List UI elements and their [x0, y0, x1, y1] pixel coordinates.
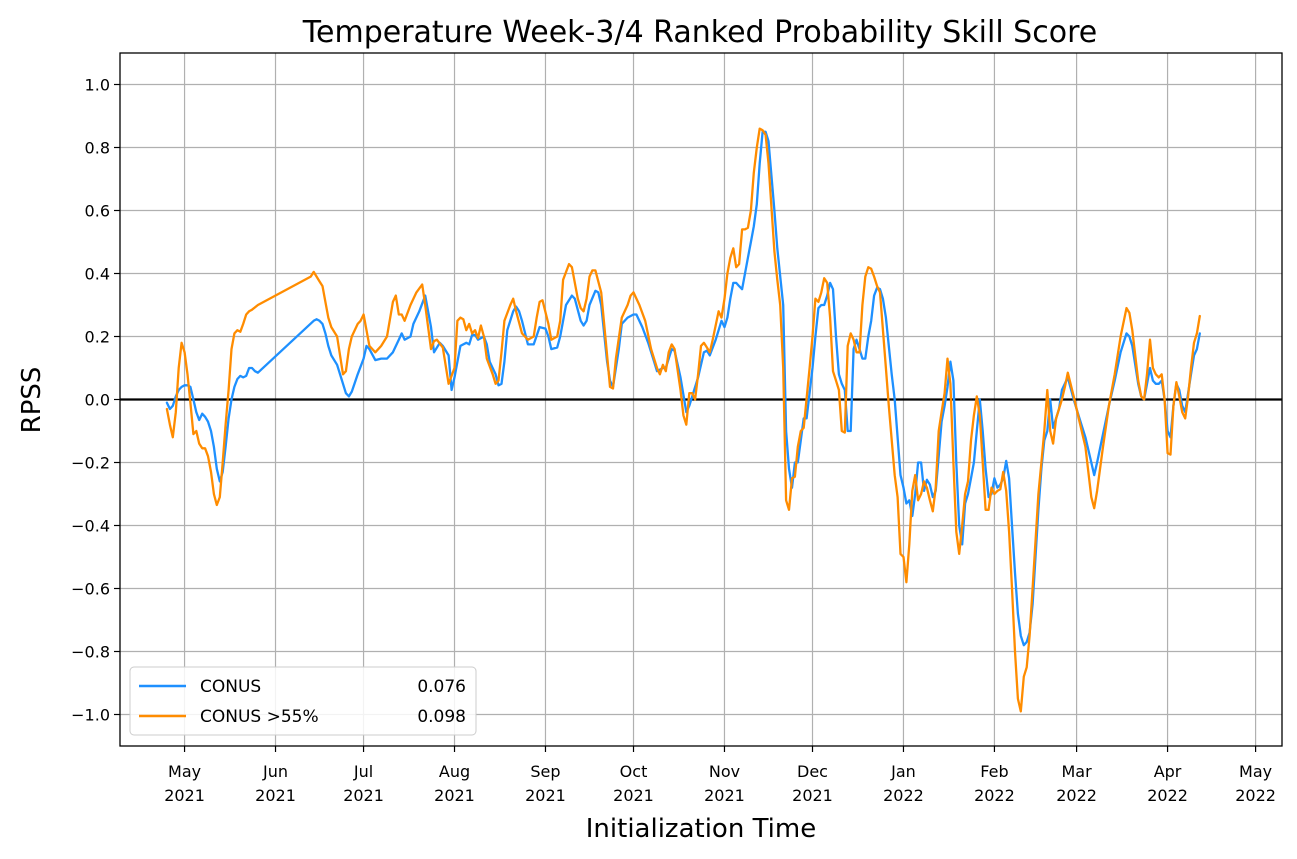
x-tick-label-month: Jun	[262, 762, 288, 781]
x-tick-label-month: Oct	[620, 762, 648, 781]
x-tick-label-month: Nov	[709, 762, 740, 781]
x-tick-label-month: Dec	[797, 762, 828, 781]
y-axis-ticks: −1.0 −0.8 −0.6 −0.4 −0.2 0.0 0.2 0.4 0.6 0.8 1.0	[71, 76, 120, 725]
y-tick-label: −0.8	[71, 643, 110, 662]
x-tick-label-month: May	[1239, 762, 1272, 781]
legend-label-conus-55: CONUS >55%	[200, 707, 319, 727]
y-tick-label: −0.6	[71, 580, 110, 599]
x-tick-label-month: Jan	[890, 762, 916, 781]
x-tick-label-month: Aug	[439, 762, 470, 781]
y-tick-label: −1.0	[71, 706, 110, 725]
x-tick-label-year: 2021	[164, 786, 205, 805]
x-tick-label-month: Sep	[530, 762, 560, 781]
x-tick-label-year: 2021	[704, 786, 745, 805]
x-tick-label-year: 2022	[883, 786, 924, 805]
x-tick-label-year: 2021	[792, 786, 833, 805]
x-axis-ticks: May 2021 Jun 2021 Jul 2021 Aug 2021 Sep 2021 Oct 20…	[164, 746, 1276, 805]
y-tick-label: −0.2	[71, 454, 110, 473]
x-tick-label-year: 2022	[1235, 786, 1276, 805]
x-tick-label-month: May	[168, 762, 201, 781]
y-tick-label: 0.0	[85, 391, 110, 410]
y-tick-label: 1.0	[85, 76, 110, 95]
legend-label-conus: CONUS	[200, 677, 261, 697]
x-axis-label: Initialization Time	[586, 814, 816, 844]
y-tick-label: 0.2	[85, 328, 110, 347]
x-tick-label-year: 2022	[1056, 786, 1097, 805]
y-tick-label: 0.8	[85, 139, 110, 158]
x-tick-label-year: 2022	[1147, 786, 1188, 805]
legend-value-conus: 0.076	[417, 677, 466, 697]
series-lines	[165, 127, 1201, 713]
x-tick-label-month: Mar	[1062, 762, 1093, 781]
x-tick-label-month: Jul	[353, 762, 373, 781]
x-tick-label-year: 2022	[974, 786, 1015, 805]
y-tick-label: −0.4	[71, 517, 110, 536]
y-axis-label: RPSS	[17, 367, 47, 434]
x-tick-label-month: Apr	[1154, 762, 1182, 781]
legend-box	[129, 666, 477, 736]
series-line-conus-55	[165, 127, 1201, 713]
x-tick-label-year: 2021	[434, 786, 475, 805]
x-tick-label-year: 2021	[255, 786, 296, 805]
y-tick-label: 0.4	[85, 265, 110, 284]
x-tick-label-year: 2021	[613, 786, 654, 805]
x-tick-label-year: 2021	[343, 786, 384, 805]
legend-value-conus-55: 0.098	[417, 707, 466, 727]
y-tick-label: 0.6	[85, 202, 110, 221]
chart-title: Temperature Week-3/4 Ranked Probability …	[302, 15, 1097, 50]
legend: CONUS 0.076 CONUS >55% 0.098	[129, 666, 477, 736]
x-tick-label-year: 2021	[525, 786, 566, 805]
x-tick-label-month: Feb	[980, 762, 1008, 781]
